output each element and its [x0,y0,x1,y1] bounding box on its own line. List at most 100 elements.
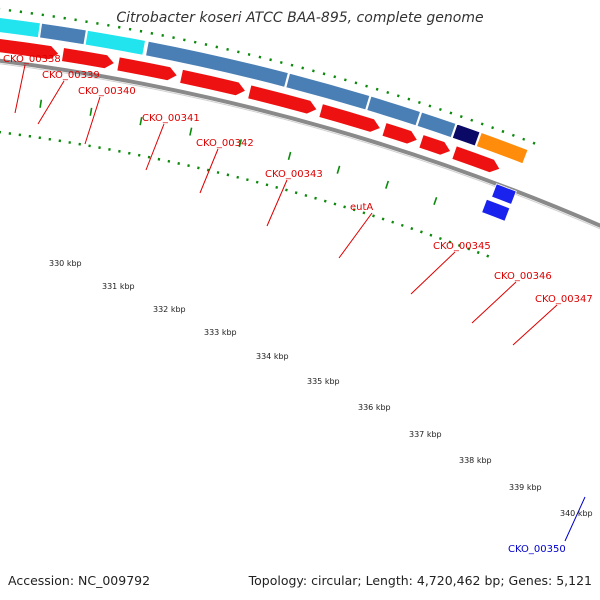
gene-label: CKO_00339 [42,70,100,81]
gc-dot-outer [343,78,347,82]
gc-dot-inner [265,183,269,187]
gc-dot-outer [117,25,121,29]
gc-dot-inner [381,217,385,221]
cds-arrow [61,47,116,70]
scale-labels: 330 kbp 331 kbp 332 kbp 333 kbp 334 kbp 335 k… [49,259,593,518]
gc-dot-outer [237,50,240,54]
gc-dot-outer [258,55,262,59]
gene-segment [285,72,371,111]
gc-dot-outer [204,43,208,47]
gc-dot-inner [157,157,161,161]
gc-skew-dots [0,7,536,258]
cds-arrow [451,145,501,174]
scale-tick [287,151,292,161]
cds-arrow [0,38,60,61]
topology-label: Topology: circular; Length: 4,720,462 bp… [248,573,592,588]
gc-dot-inner [362,211,366,215]
cds-arrow [247,84,318,115]
gc-dot-outer [396,94,400,98]
gene-segment [38,22,87,46]
gc-dot-outer [247,53,251,56]
gc-dot-inner [108,147,111,151]
gc-dot-inner [372,214,375,218]
gc-dot-inner [476,250,480,255]
gc-dot-outer [365,84,368,88]
cds-arrow [418,134,452,156]
cds-blue [481,198,511,222]
gene-segment [366,95,422,127]
gc-dot-outer [333,75,337,79]
gc-dot-inner [391,220,395,224]
scale-tick [336,165,341,174]
label-leader [266,179,288,227]
gc-dot-inner [410,227,414,231]
gene-segment [451,123,481,147]
gc-dot-inner [419,230,423,234]
gc-dot-outer [290,63,294,67]
cds-track [0,38,517,222]
gc-dot-outer [269,58,272,62]
gc-dot-inner [216,171,220,174]
gc-dot-outer [480,122,484,126]
gc-dot-inner [333,202,337,206]
gc-dot-outer [428,104,432,108]
gc-dot-inner [167,159,171,163]
scale-label: 333 kbp [204,328,237,337]
gene-labels: CKO_00338 CKO_00339 CKO_00340 CKO_00341 CKO_… [3,54,593,555]
gc-dot-inner [352,208,356,212]
gc-dot-inner [438,237,442,241]
gc-dot-outer [407,97,411,101]
gc-dot-inner [323,199,327,203]
gc-dot-outer [417,100,421,105]
cds-blue [491,183,517,205]
gc-dot-outer [470,118,474,122]
gene-features-track [0,16,529,165]
gc-dot-inner [429,233,433,237]
scale-label: 340 kbp [560,509,593,518]
label-leader-lines [14,64,586,542]
gene-segment [0,16,42,39]
gene-label: CKO_00342 [196,138,254,149]
gc-dot-inner [467,247,471,251]
gc-dot-inner [226,173,230,177]
label-leader [410,251,456,295]
scale-label: 334 kbp [256,352,289,361]
gc-dot-inner [343,205,347,209]
gc-dot-outer [301,66,305,70]
gc-dot-inner [197,166,200,170]
scale-label: 330 kbp [49,259,82,268]
gc-dot-inner [294,191,298,195]
gc-dot-inner [400,223,404,227]
gc-dot-inner [147,155,151,159]
cds-arrow [381,122,418,145]
gc-dot-inner [448,240,452,244]
scale-label: 338 kbp [459,456,492,465]
gc-dot-inner [187,164,190,168]
gene-label: CKO_00341 [142,113,200,124]
gc-dot-outer [172,36,175,40]
label-leader [512,304,558,346]
label-leader [145,123,165,171]
gc-dot-outer [150,31,154,35]
gc-dot-outer [215,45,219,49]
scale-label: 331 kbp [102,282,135,291]
scale-tick [89,107,93,116]
gc-dot-inner [177,161,181,165]
scale-label: 332 kbp [153,305,186,314]
cds-arrow [116,56,178,82]
gc-dot-outer [193,40,197,44]
scale-tick [39,99,43,108]
scale-tick [433,196,438,206]
label-leader [37,80,65,125]
gc-dot-outer [279,61,283,64]
scale-label: 335 kbp [307,377,340,386]
gene-label: CKO_00347 [535,294,593,305]
cds-arrow [318,103,382,133]
scale-tick [139,117,143,126]
gc-dot-inner [457,243,461,248]
gene-label: CKO_00346 [494,271,552,282]
gc-dot-outer [226,47,229,51]
label-leader [471,281,517,324]
gc-dot-outer [511,133,515,137]
